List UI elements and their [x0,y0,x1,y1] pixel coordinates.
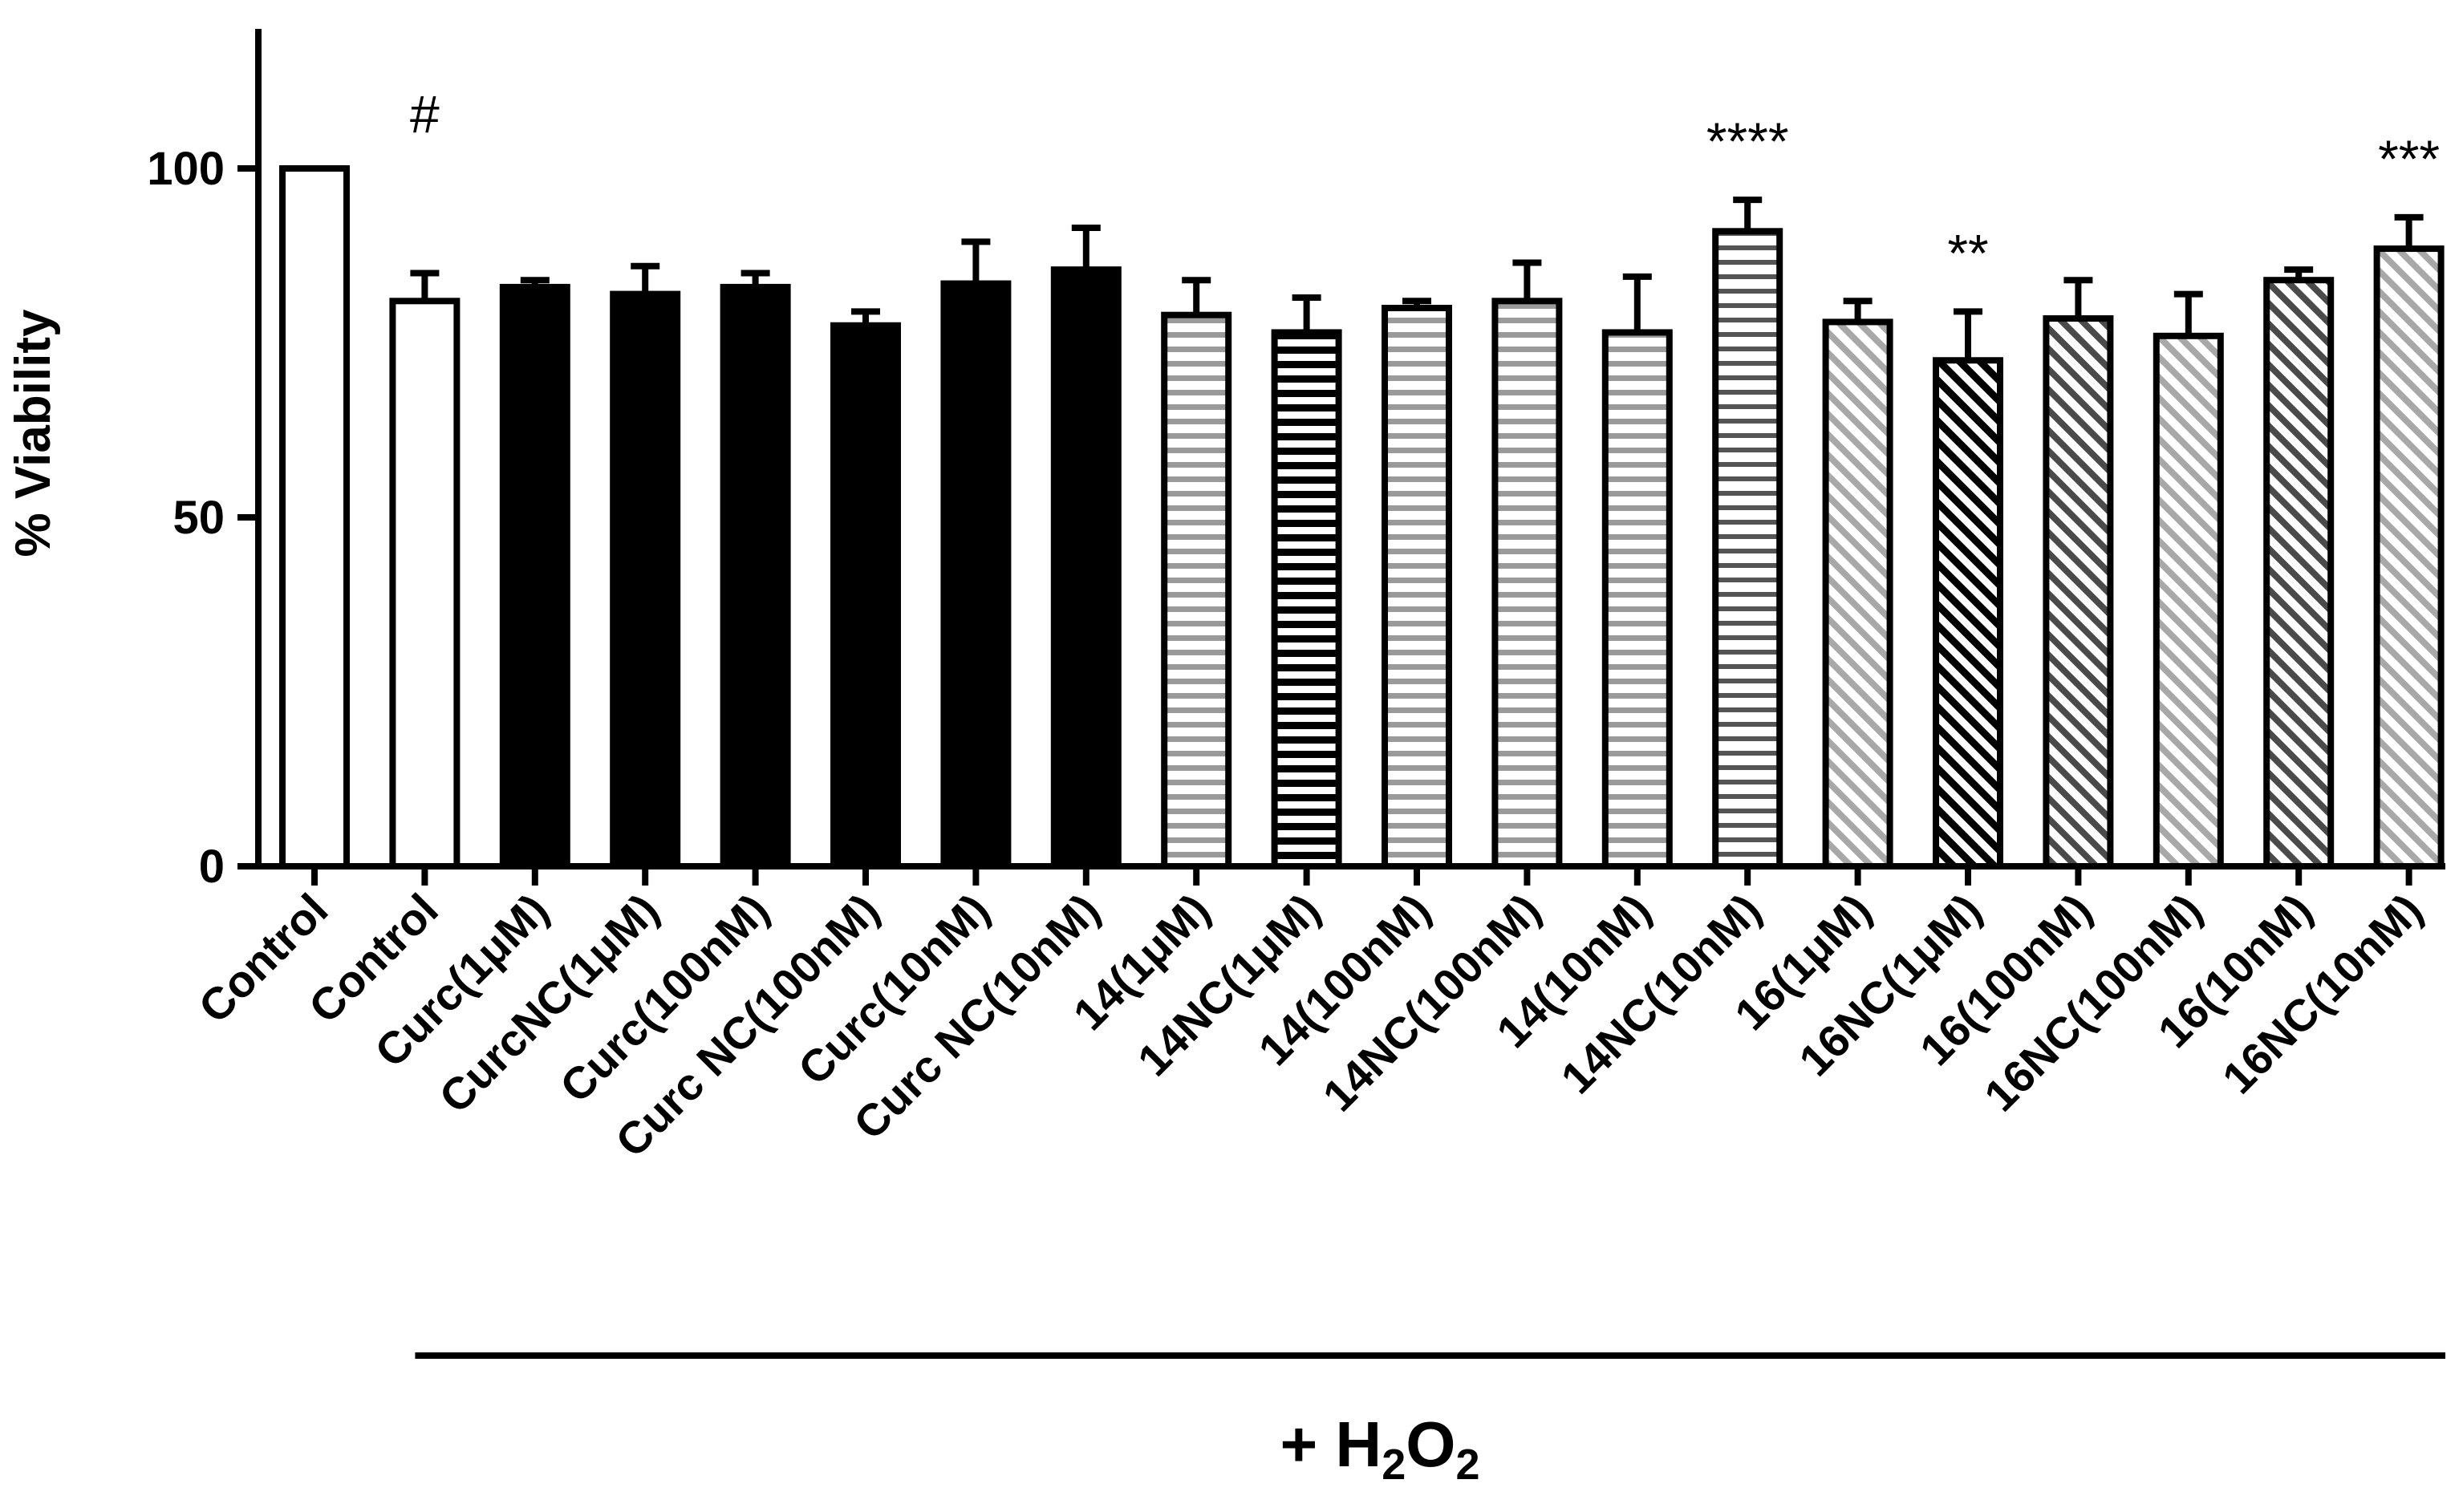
h2o2-text: + H [1280,1409,1382,1480]
bar [1271,329,1342,870]
bar [610,290,681,870]
bar [720,283,791,870]
significance-marker: **** [1706,111,1789,171]
bar [2153,332,2224,870]
annotations: # *********+ H2O2 [410,84,2445,1489]
significance-marker: ** [1947,223,1988,282]
bar [940,280,1012,870]
bar [2263,277,2335,870]
h2o2-subscript: 2 [1382,1441,1406,1489]
y-tick-label: 50 [172,492,225,544]
bar [499,283,570,870]
bar [1050,266,1122,870]
h2o2-label: + H2O2 [1280,1409,1479,1489]
bar [1491,298,1563,870]
category-labels: ControlControlCurc(1μM)CurcNC(1μM)Curc(1… [189,884,2432,1167]
bar [2373,245,2445,870]
significance-marker: *** [2378,129,2440,188]
bar [1712,228,1783,870]
y-axis-label: % Viability [6,309,61,557]
bars [279,165,2445,870]
bar [1933,357,2003,870]
bar [2043,315,2114,870]
bar [1601,329,1673,870]
h2o2-text: O [1406,1409,1455,1480]
h2o2-subscript: 2 [1455,1441,1479,1489]
bar [1161,311,1232,870]
significance-marker: # [410,84,440,144]
bar [389,298,461,870]
bar [279,165,350,870]
bar [1382,305,1452,870]
bar [1822,318,1893,870]
bar [830,322,901,870]
y-tick-label: 100 [147,143,225,195]
y-tick-label: 0 [199,841,225,893]
